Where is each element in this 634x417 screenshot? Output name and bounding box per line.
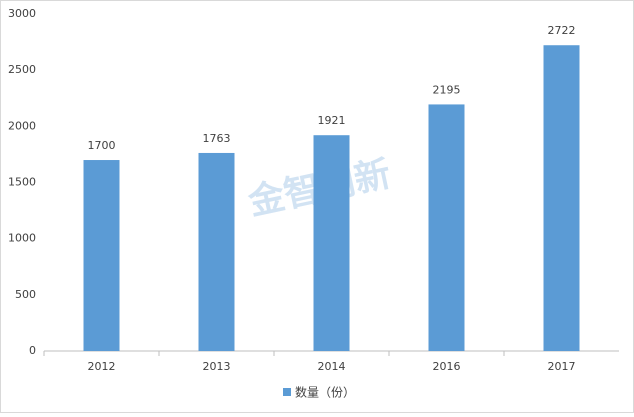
legend-swatch — [283, 388, 291, 396]
x-tick-label: 2012 — [88, 360, 116, 373]
x-tick-label: 2017 — [548, 360, 576, 373]
x-tick-label: 2014 — [318, 360, 346, 373]
bar — [198, 152, 235, 351]
data-label: 1763 — [203, 132, 231, 145]
y-tick-label: 3000 — [8, 7, 36, 20]
bar — [83, 160, 120, 351]
bar — [428, 104, 465, 351]
y-tick-label: 0 — [29, 344, 36, 357]
y-tick-label: 500 — [15, 288, 36, 301]
y-tick-label: 2500 — [8, 63, 36, 76]
x-tick-label: 2013 — [203, 360, 231, 373]
data-label: 2722 — [548, 24, 576, 37]
x-tick-label: 2016 — [433, 360, 461, 373]
legend-label: 数量（份） — [295, 385, 355, 400]
data-label: 1921 — [318, 114, 346, 127]
data-label: 2195 — [433, 83, 461, 96]
y-tick-label: 2000 — [8, 119, 36, 132]
bar — [543, 45, 580, 351]
y-tick-label: 1500 — [8, 176, 36, 189]
y-tick-label: 1000 — [8, 232, 36, 245]
data-label: 1700 — [88, 139, 116, 152]
bar — [313, 135, 350, 351]
